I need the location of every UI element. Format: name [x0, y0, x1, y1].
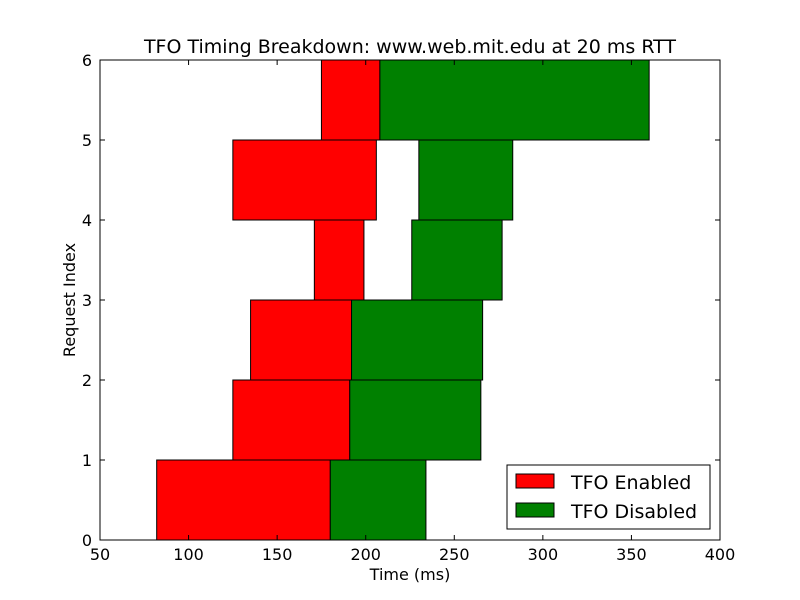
- bar-tfo-disabled-5: [379, 59, 650, 141]
- y-tick-label: 4: [82, 211, 92, 230]
- legend-label-tfo-disabled: TFO Disabled: [570, 501, 697, 523]
- x-tick-label: 400: [705, 545, 736, 564]
- legend-swatch-tfo-enabled: [515, 473, 555, 489]
- y-tick-label: 2: [82, 371, 92, 390]
- x-axis-label: Time (ms): [369, 565, 451, 584]
- bar-tfo-enabled-4: [232, 139, 377, 221]
- legend-swatch-tfo-disabled: [515, 502, 555, 518]
- x-tick-label: 300: [528, 545, 559, 564]
- bar-tfo-disabled-3: [411, 219, 503, 301]
- y-axis: 0 1 2 3 4 5 6: [82, 51, 720, 550]
- legend-label-tfo-enabled: TFO Enabled: [570, 472, 691, 494]
- y-tick-label: 6: [82, 51, 92, 70]
- bar-tfo-disabled-0: [329, 459, 427, 541]
- bars-layer: [156, 59, 650, 541]
- y-axis-label: Request Index: [60, 243, 79, 357]
- bar-tfo-enabled-5: [320, 59, 381, 141]
- bar-tfo-enabled-2: [250, 299, 353, 381]
- x-tick-label: 100: [173, 545, 204, 564]
- y-tick-label: 5: [82, 131, 92, 150]
- x-tick-label: 350: [616, 545, 647, 564]
- chart-title: TFO Timing Breakdown: www.web.mit.edu at…: [143, 36, 676, 58]
- bar-tfo-disabled-2: [351, 299, 484, 381]
- x-tick-label: 50: [90, 545, 110, 564]
- y-tick-label: 3: [82, 291, 92, 310]
- x-tick-label: 250: [439, 545, 470, 564]
- bar-tfo-disabled-4: [418, 139, 514, 221]
- y-tick-label: 1: [82, 451, 92, 470]
- bar-tfo-enabled-0: [156, 459, 331, 541]
- x-axis: 50 100 150 200 250 300 350 400: [90, 60, 735, 564]
- bar-tfo-enabled-1: [232, 379, 351, 461]
- y-tick-label: 0: [82, 531, 92, 550]
- x-tick-label: 200: [350, 545, 381, 564]
- bar-tfo-disabled-1: [349, 379, 482, 461]
- legend: TFO Enabled TFO Disabled: [506, 464, 711, 530]
- x-tick-label: 150: [262, 545, 293, 564]
- bar-tfo-enabled-3: [313, 219, 365, 301]
